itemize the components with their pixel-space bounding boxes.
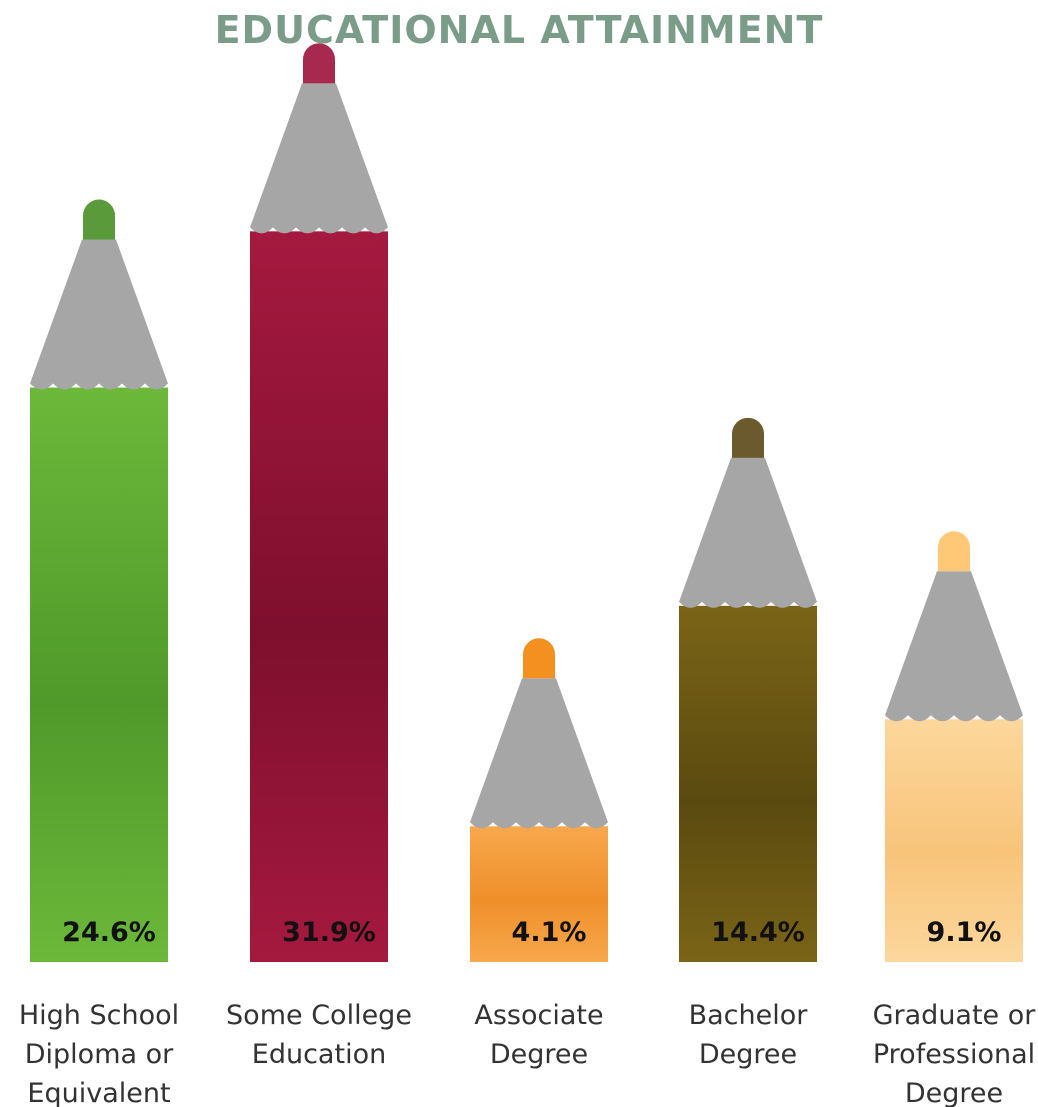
pencil-body [470,826,608,962]
pencil-bar: 14.4% [679,417,817,962]
pencil-cap [938,531,970,572]
pencil-tip [250,83,388,234]
pencil-bar: 9.1% [885,531,1023,962]
category-label: Graduate or Professional Degree [872,1000,1036,1107]
value-label: 4.1% [512,917,587,948]
category-label: Associate Degree [474,1000,604,1070]
category-label: Bachelor Degree [688,1000,808,1070]
category-label: High School Diploma or Equivalent [18,1000,180,1107]
pencil-cap [732,417,764,458]
value-label: 14.4% [711,917,805,948]
pencil-body [679,605,817,962]
pencil-tip [885,571,1023,722]
value-label: 31.9% [282,917,376,948]
value-label: 9.1% [927,917,1002,948]
pencil-bar: 31.9% [250,43,388,963]
pencil-body [30,387,168,962]
pencil-bar: 24.6% [30,199,168,962]
pencil-body [885,719,1023,962]
pencil-cap [83,199,115,240]
pencil-tip [679,457,817,608]
pencil-cap [523,638,555,679]
pencil-body [250,231,388,963]
pencil-tip [470,678,608,829]
category-label: Some College Education [226,1000,412,1070]
pencil-bar: 4.1% [470,638,608,962]
value-label: 24.6% [62,917,156,948]
pencil-tip [30,239,168,390]
pencil-cap [303,43,335,84]
